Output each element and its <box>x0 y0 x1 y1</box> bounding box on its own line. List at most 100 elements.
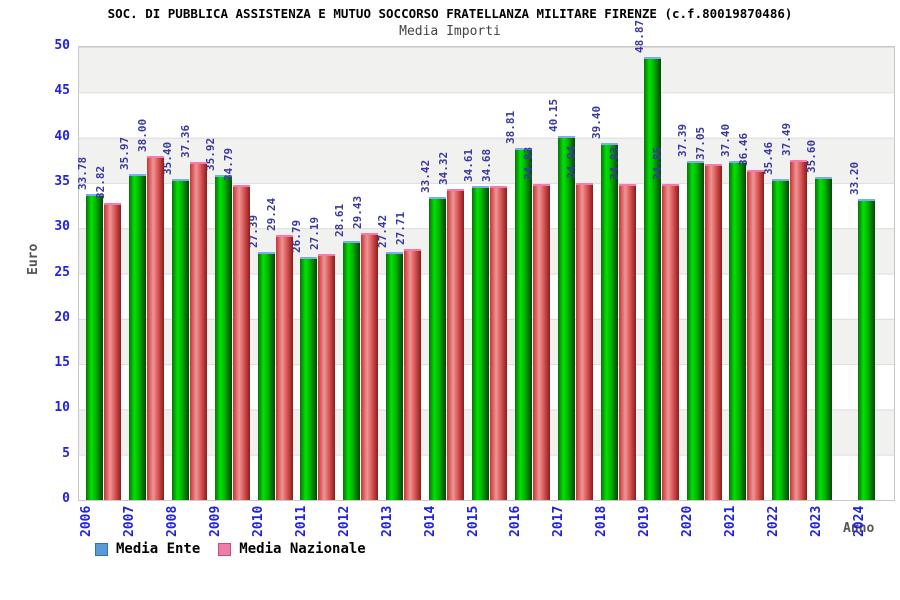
bar-value-label: 27.19 <box>307 216 321 250</box>
x-tick-label: 2022 <box>765 505 781 537</box>
bar-media-nazionale-2016 <box>532 184 550 500</box>
bar-media-nazionale-2008 <box>189 161 207 500</box>
bar-media-ente-2013 <box>386 251 404 500</box>
bar-value-label: 36.46 <box>736 132 750 166</box>
legend-item-media-ente: Media Ente <box>95 541 200 557</box>
bar-media-ente-2024 <box>858 199 876 500</box>
media-ente-swatch-icon <box>95 542 108 556</box>
bar-value-label: 34.83 <box>608 147 622 181</box>
bar-media-nazionale-2013 <box>404 248 422 500</box>
bar-media-ente-2019 <box>643 57 661 500</box>
bar-media-ente-2006 <box>86 193 103 500</box>
plot-area: 33.78 35.97 35.40 35.92 27.39 26.79 28.61 27.42… <box>75 20 895 501</box>
y-tick-label: 45 <box>54 83 70 99</box>
legend-item-media-nazionale: Media Nazionale <box>218 541 366 557</box>
bar-media-nazionale-2017 <box>575 183 593 500</box>
bar-media-nazionale-2007 <box>146 155 164 500</box>
x-tick-label: 2006 <box>79 505 95 537</box>
x-tick-label: 2016 <box>508 505 524 537</box>
bar-media-ente-2008 <box>171 179 189 500</box>
bar-media-ente-2016 <box>514 148 532 500</box>
bar-media-nazionale-2021 <box>747 169 765 500</box>
bar-value-label: 37.49 <box>779 123 793 157</box>
bar-value-label: 33.42 <box>418 160 432 194</box>
bar-value-label: 40.15 <box>547 99 561 133</box>
x-tick-label: 2009 <box>208 505 224 537</box>
chart-title: SOC. DI PUBBLICA ASSISTENZA E MUTUO SOCC… <box>107 6 793 21</box>
bar-media-ente-2020 <box>686 161 704 500</box>
bar-value-label: 34.94 <box>565 146 579 180</box>
y-tick-label: 50 <box>54 38 70 53</box>
bar-value-label: 48.87 <box>633 20 647 54</box>
bar-media-ente-2011 <box>300 257 318 500</box>
media-nazionale-swatch-icon <box>218 542 232 556</box>
x-tick-label: 2015 <box>465 505 481 537</box>
bar-value-label: 34.83 <box>522 147 536 181</box>
y-tick-label: 20 <box>54 309 70 325</box>
bar-value-label: 38.00 <box>136 118 150 152</box>
bar-media-nazionale-2012 <box>361 233 379 500</box>
bar-media-nazionale-2011 <box>318 253 336 500</box>
x-tick-label: 2023 <box>808 505 824 537</box>
bar-value-label: 37.05 <box>694 127 708 161</box>
x-tick-label: 2018 <box>594 505 610 537</box>
bar-media-ente-2014 <box>429 197 447 500</box>
bar-value-label: 29.24 <box>265 197 279 232</box>
x-tick-label: 2013 <box>379 505 395 537</box>
bar-media-nazionale-2015 <box>490 185 508 500</box>
bar-media-ente-2017 <box>557 136 575 500</box>
y-tick-label: 30 <box>54 219 70 235</box>
bar-media-nazionale-2018 <box>618 184 636 500</box>
bar-value-label: 39.40 <box>590 105 604 140</box>
bar-value-label: 33.20 <box>847 162 861 196</box>
y-tick-label: 10 <box>54 400 70 416</box>
x-tick-label: 2014 <box>422 505 438 537</box>
y-tick-label: 15 <box>54 355 70 371</box>
bar-value-label: 27.71 <box>393 211 407 245</box>
x-tick-label: 2007 <box>122 505 138 537</box>
bar-media-ente-2022 <box>772 178 790 500</box>
bar-value-label: 33.78 <box>75 156 89 190</box>
legend-label-media-nazionale: Media Nazionale <box>239 541 366 557</box>
bar-media-ente-2023 <box>815 177 833 500</box>
bar-media-ente-2021 <box>729 161 747 500</box>
bar-media-nazionale-2022 <box>790 160 808 500</box>
bar-media-nazionale-2009 <box>232 184 250 500</box>
legend-label-media-ente: Media Ente <box>116 541 201 557</box>
x-tick-label: 2021 <box>722 505 738 537</box>
x-axis-label: Anno <box>843 521 875 536</box>
bar-value-label: 37.36 <box>179 124 193 158</box>
bar-media-ente-2015 <box>472 186 490 500</box>
y-tick-label: 35 <box>54 173 70 189</box>
bar-media-ente-2009 <box>214 174 232 500</box>
x-tick-label: 2011 <box>293 505 309 537</box>
bar-media-nazionale-2010 <box>275 235 293 500</box>
bar-value-label: 34.79 <box>222 147 236 181</box>
bar-value-label: 37.39 <box>676 124 690 158</box>
bar-media-nazionale-2019 <box>661 184 679 500</box>
bar-value-label: 34.68 <box>479 148 493 182</box>
bar-media-nazionale-2020 <box>704 164 722 500</box>
y-tick-label: 40 <box>54 128 70 144</box>
bar-value-label: 37.40 <box>718 124 732 158</box>
x-tick-label: 2017 <box>551 505 567 537</box>
bar-value-label: 34.85 <box>651 147 665 181</box>
x-tick-label: 2012 <box>336 505 352 537</box>
bar-media-ente-2012 <box>343 240 361 500</box>
bar-value-label: 35.97 <box>118 136 132 171</box>
x-tick-label: 2024 <box>851 505 867 537</box>
y-tick-label: 25 <box>54 264 70 280</box>
chart-subtitle: Media Importi <box>399 24 501 39</box>
y-tick-label: 5 <box>62 445 70 461</box>
bar-media-ente-2010 <box>257 251 275 500</box>
x-tick-label: 2020 <box>679 505 695 537</box>
x-tick-label: 2019 <box>637 505 653 537</box>
bar-media-ente-2007 <box>128 174 146 500</box>
bar-value-label: 28.61 <box>332 203 346 237</box>
bar-media-ente-2018 <box>600 143 618 500</box>
x-tick-label: 2008 <box>165 505 181 537</box>
bar-value-label: 34.61 <box>461 149 475 183</box>
bar-value-label: 38.81 <box>504 111 518 145</box>
legend: Media Ente Media Nazionale <box>95 541 366 557</box>
